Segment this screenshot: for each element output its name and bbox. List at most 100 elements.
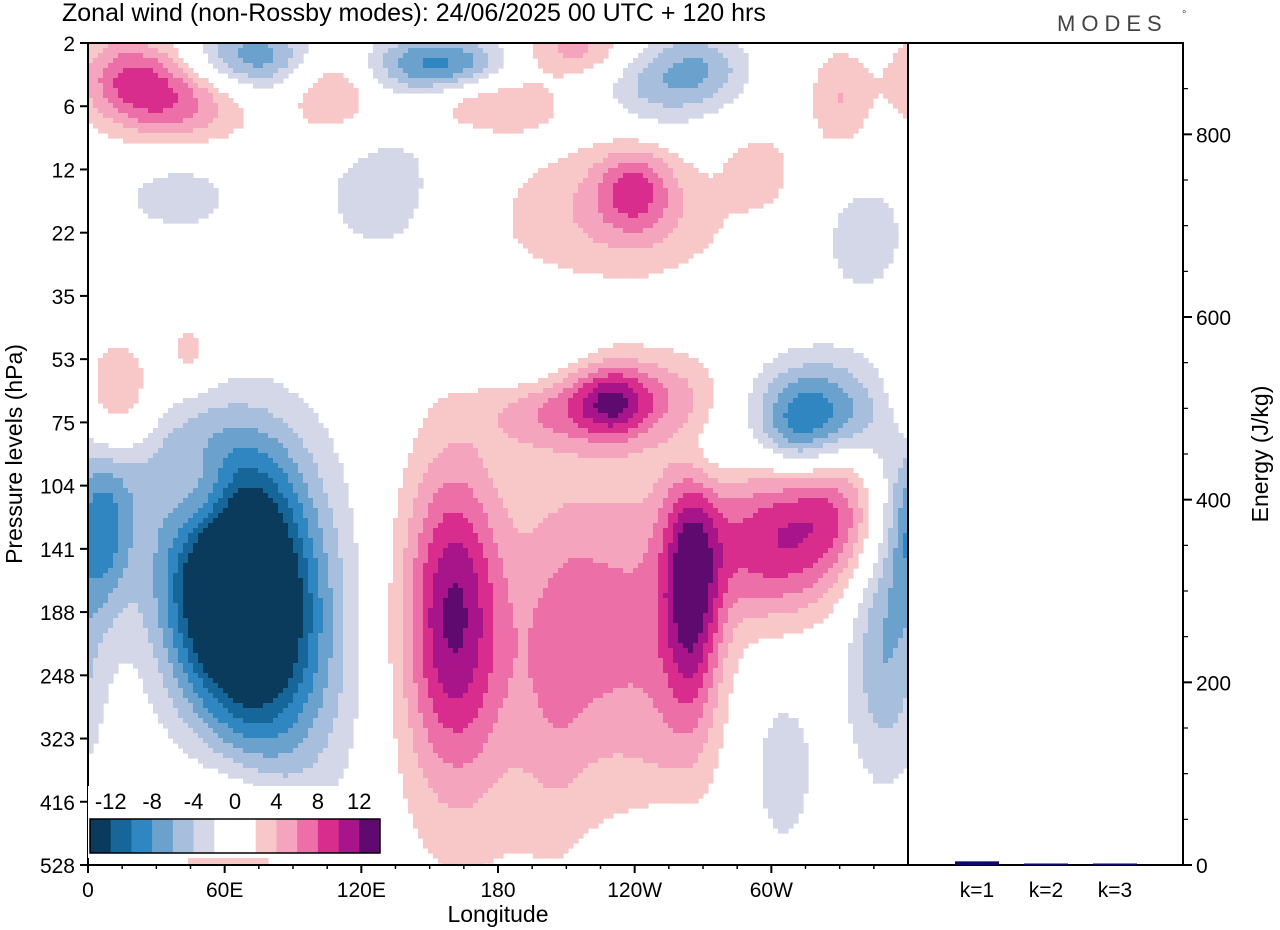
heatmap-cell: [458, 103, 464, 109]
heatmap-cell: [633, 188, 639, 194]
heatmap-cell: [368, 223, 374, 229]
heatmap-cell: [578, 408, 584, 414]
heatmap-cell: [653, 88, 659, 94]
heatmap-cell: [543, 43, 549, 49]
heatmap-cell: [638, 233, 644, 239]
heatmap-cell: [858, 223, 864, 229]
heatmap-cell: [193, 203, 199, 209]
heatmap-cell: [823, 398, 829, 404]
heatmap-cell: [283, 43, 289, 49]
heatmap-cell: [728, 168, 734, 174]
heatmap-cell: [773, 183, 779, 189]
heatmap-cell: [133, 78, 139, 84]
heatmap-cell: [633, 413, 639, 419]
heatmap-cell: [323, 78, 329, 84]
heatmap-cell: [623, 228, 629, 234]
heatmap-cell: [408, 73, 414, 79]
heatmap-cell: [523, 218, 529, 224]
heatmap-cell: [828, 73, 834, 79]
heatmap-cell: [698, 203, 704, 209]
heatmap-cell: [178, 173, 184, 179]
heatmap-cell: [688, 188, 694, 194]
heatmap-cell: [748, 398, 754, 404]
heatmap-cell: [758, 198, 764, 204]
heatmap-cell: [353, 168, 359, 174]
heatmap-cell: [608, 398, 614, 404]
heatmap-cell: [528, 383, 534, 389]
heatmap-cell: [113, 378, 119, 384]
heatmap-cell: [673, 373, 679, 379]
heatmap-cell: [243, 48, 249, 54]
heatmap-cell: [633, 343, 639, 349]
heatmap-cell: [323, 98, 329, 104]
heatmap-cell: [128, 123, 134, 129]
heatmap-cell: [203, 138, 209, 144]
heatmap-cell: [768, 183, 774, 189]
heatmap-cell: [438, 408, 444, 414]
heatmap-cell: [693, 428, 699, 434]
heatmap-cell: [628, 248, 634, 254]
heatmap-cell: [583, 173, 589, 179]
heatmap-cell: [603, 368, 609, 374]
heatmap-cell: [838, 53, 844, 59]
heatmap-cell: [688, 73, 694, 79]
heatmap-cell: [563, 203, 569, 209]
heatmap-cell: [578, 368, 584, 374]
heatmap-cell: [228, 383, 234, 389]
heatmap-cell: [168, 88, 174, 94]
heatmap-cell: [548, 373, 554, 379]
heatmap-cell: [153, 208, 159, 214]
heatmap-cell: [668, 88, 674, 94]
heatmap-cell: [558, 208, 564, 214]
heatmap-cell: [188, 123, 194, 129]
heatmap-cell: [828, 368, 834, 374]
heatmap-cell: [493, 128, 499, 134]
heatmap-cell: [583, 243, 589, 249]
heatmap-cell: [103, 63, 109, 69]
heatmap-cell: [523, 428, 529, 434]
heatmap-cell: [483, 53, 489, 59]
heatmap-cell: [638, 103, 644, 109]
heatmap-cell: [598, 258, 604, 264]
heatmap-cell: [458, 433, 464, 439]
heatmap-cell: [548, 68, 554, 74]
heatmap-cell: [493, 43, 499, 49]
heatmap-cell: [358, 218, 364, 224]
heatmap-cell: [288, 423, 294, 429]
heatmap-cell: [688, 178, 694, 184]
heatmap-cell: [543, 88, 549, 94]
heatmap-cell: [598, 418, 604, 424]
heatmap-cell: [828, 108, 834, 114]
heatmap-cell: [388, 43, 394, 49]
heatmap-cell: [598, 48, 604, 54]
heatmap-cell: [513, 388, 519, 394]
heatmap-cell: [123, 78, 129, 84]
heatmap-cell: [178, 88, 184, 94]
heatmap-cell: [758, 183, 764, 189]
heatmap-cell: [593, 193, 599, 199]
heatmap-cell: [678, 403, 684, 409]
heatmap-cell: [648, 53, 654, 59]
heatmap-cell: [263, 428, 269, 434]
heatmap-cell: [533, 228, 539, 234]
heatmap-cell: [678, 88, 684, 94]
heatmap-cell: [483, 403, 489, 409]
heatmap-cell: [583, 253, 589, 259]
heatmap-cell: [158, 123, 164, 129]
heatmap-cell: [643, 208, 649, 214]
heatmap-cell: [393, 68, 399, 74]
heatmap-cell: [843, 248, 849, 254]
heatmap-cell: [103, 388, 109, 394]
heatmap-cell: [588, 223, 594, 229]
heatmap-cell: [188, 108, 194, 114]
heatmap-cell: [763, 143, 769, 149]
heatmap-cell: [398, 48, 404, 54]
heatmap-cell: [683, 53, 689, 59]
heatmap-cell: [568, 413, 574, 419]
heatmap-cell: [628, 378, 634, 384]
heatmap-cell: [868, 418, 874, 424]
heatmap-cell: [793, 413, 799, 419]
heatmap-cell: [563, 258, 569, 264]
heatmap-cell: [543, 218, 549, 224]
heatmap-cell: [503, 103, 509, 109]
